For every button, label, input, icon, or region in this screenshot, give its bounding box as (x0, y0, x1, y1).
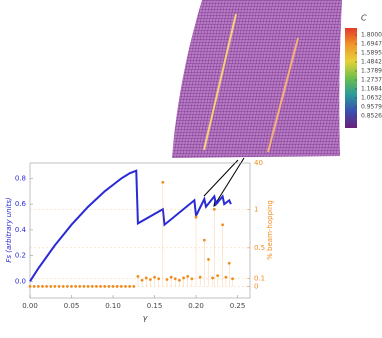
data-line (29, 169, 232, 282)
data-point (157, 277, 161, 281)
data-point (132, 285, 136, 288)
colorbar-tick-label: 1.8000 (361, 32, 382, 39)
data-point (74, 285, 78, 288)
x-tick-label: 0.20 (188, 302, 204, 310)
plot-frame (29, 162, 251, 299)
data-point (173, 277, 177, 281)
colorbar-tick-label: 1.0632 (361, 94, 382, 101)
data-point (161, 180, 165, 184)
data-point (190, 277, 194, 281)
shear-band (203, 13, 237, 151)
data-point (107, 285, 111, 288)
colorbar-tick-label: 1.5895 (361, 50, 382, 57)
data-point (90, 285, 94, 288)
data-point (36, 285, 40, 288)
data-point (178, 278, 181, 282)
data-point (32, 285, 36, 288)
data-point (216, 274, 220, 278)
colorbar-tick-label: 1.1684 (361, 85, 382, 92)
data-point (186, 275, 190, 278)
data-point (165, 278, 169, 281)
data-point (231, 277, 234, 281)
data-point (119, 285, 123, 288)
data-point (86, 285, 90, 288)
data-point (194, 215, 198, 219)
x-axis-label: γ (143, 314, 149, 323)
data-point (221, 223, 225, 227)
shear-band (267, 37, 299, 153)
data-point (140, 278, 144, 282)
x-tick-label: 0.25 (230, 302, 246, 310)
data-point (148, 278, 152, 281)
data-point (61, 285, 65, 288)
colorbar-tick-label: 1.6947 (361, 41, 382, 48)
data-point (53, 285, 57, 288)
data-point (153, 275, 156, 279)
y-axis-label: Fs (arbitrary units) (5, 197, 13, 263)
x-tick-label: 0.15 (147, 302, 163, 310)
x-tick-label: 0.10 (105, 302, 121, 310)
data-point (57, 285, 61, 288)
data-point (169, 275, 173, 279)
x-tick-label: 0.05 (64, 302, 80, 310)
data-point (65, 285, 69, 288)
y2-tick-label: 1 (254, 205, 258, 213)
y-tick-label: 0.2 (15, 252, 26, 260)
data-point (28, 285, 32, 288)
colorbar-tick-label: 1.2737 (361, 76, 382, 83)
data-point (227, 261, 231, 265)
y-tick-label: 0.6 (15, 200, 27, 208)
data-point (224, 275, 228, 279)
data-point (99, 285, 102, 288)
data-point (128, 285, 132, 288)
y-tick-label: 0.0 (15, 277, 26, 285)
data-point (103, 285, 107, 288)
data-point (70, 285, 73, 288)
colorbar-tick-label: 1.4842 (361, 59, 382, 66)
colorbar (345, 28, 357, 128)
data-point (182, 276, 185, 280)
data-point (45, 285, 49, 288)
colorbar-label: C (361, 14, 367, 23)
data-point (144, 276, 148, 280)
data-point (115, 285, 119, 288)
data-point (207, 258, 210, 261)
data-point (211, 276, 215, 280)
y2-tick-label: 0.1 (254, 275, 265, 283)
data-point (124, 285, 127, 288)
data-point (78, 285, 82, 288)
data-point (41, 285, 44, 288)
y2-tick-label: 0.5 (254, 244, 265, 252)
mesh (172, 0, 342, 158)
data-point (212, 207, 216, 211)
data-point (198, 275, 202, 279)
y-tick-label: 0.4 (15, 226, 27, 234)
data-point (49, 285, 53, 288)
data-point (82, 285, 86, 288)
y-tick-label: 0.8 (15, 174, 26, 182)
colorbar-tick-label: 1.3789 (361, 68, 382, 75)
colorbar-tick-label: 0.9579 (361, 103, 382, 110)
data-point (95, 285, 98, 288)
data-point (136, 275, 140, 278)
data-point (111, 285, 115, 288)
y2-top-label: 40 (254, 159, 263, 167)
x-tick-label: 0.00 (22, 302, 38, 310)
y2-tick-label: 0 (254, 282, 258, 290)
data-point (202, 238, 206, 242)
colorbar-tick-label: 0.8526 (361, 112, 382, 119)
y2-axis-label: % beam-hopping (266, 200, 274, 260)
